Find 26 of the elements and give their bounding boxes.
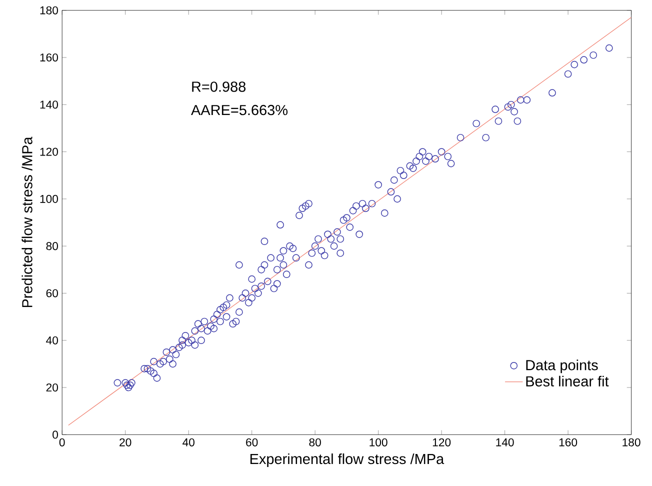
x-tick-label: 120 — [432, 438, 451, 446]
y-tick-label: 40 — [46, 336, 58, 344]
x-tick-label: 140 — [496, 438, 514, 446]
y-tick-label: 180 — [40, 6, 58, 14]
x-tick-label: 40 — [182, 438, 194, 446]
x-tick-label: 160 — [559, 438, 578, 446]
x-tick-label: 100 — [370, 438, 388, 446]
x-tick-label: 80 — [309, 438, 321, 446]
x-tick-label: 0 — [59, 438, 65, 446]
annotation: R=0.988 — [192, 81, 246, 92]
y-tick-label: 140 — [40, 100, 58, 108]
legend-label: Data points — [526, 359, 598, 373]
x-tick-label: 20 — [120, 438, 132, 446]
y-tick-label: 160 — [40, 53, 58, 62]
legend-label: Best linear fit — [526, 376, 609, 386]
y-tick-label: 120 — [40, 148, 58, 156]
x-tick-label: 180 — [622, 438, 640, 446]
x-tick-label: 60 — [246, 438, 258, 446]
x-axis-title: Experimental flow stress /MPa — [250, 453, 444, 467]
y-tick-label: 100 — [40, 194, 58, 203]
y-tick-label: 20 — [46, 383, 58, 392]
annotation: AARE=5.663% — [191, 104, 288, 115]
y-tick-label: 80 — [46, 242, 58, 250]
y-tick-label: 0 — [52, 430, 58, 438]
y-tick-label: 60 — [46, 289, 58, 298]
y-axis-title: Predicted flow stress /MPa — [22, 136, 32, 307]
